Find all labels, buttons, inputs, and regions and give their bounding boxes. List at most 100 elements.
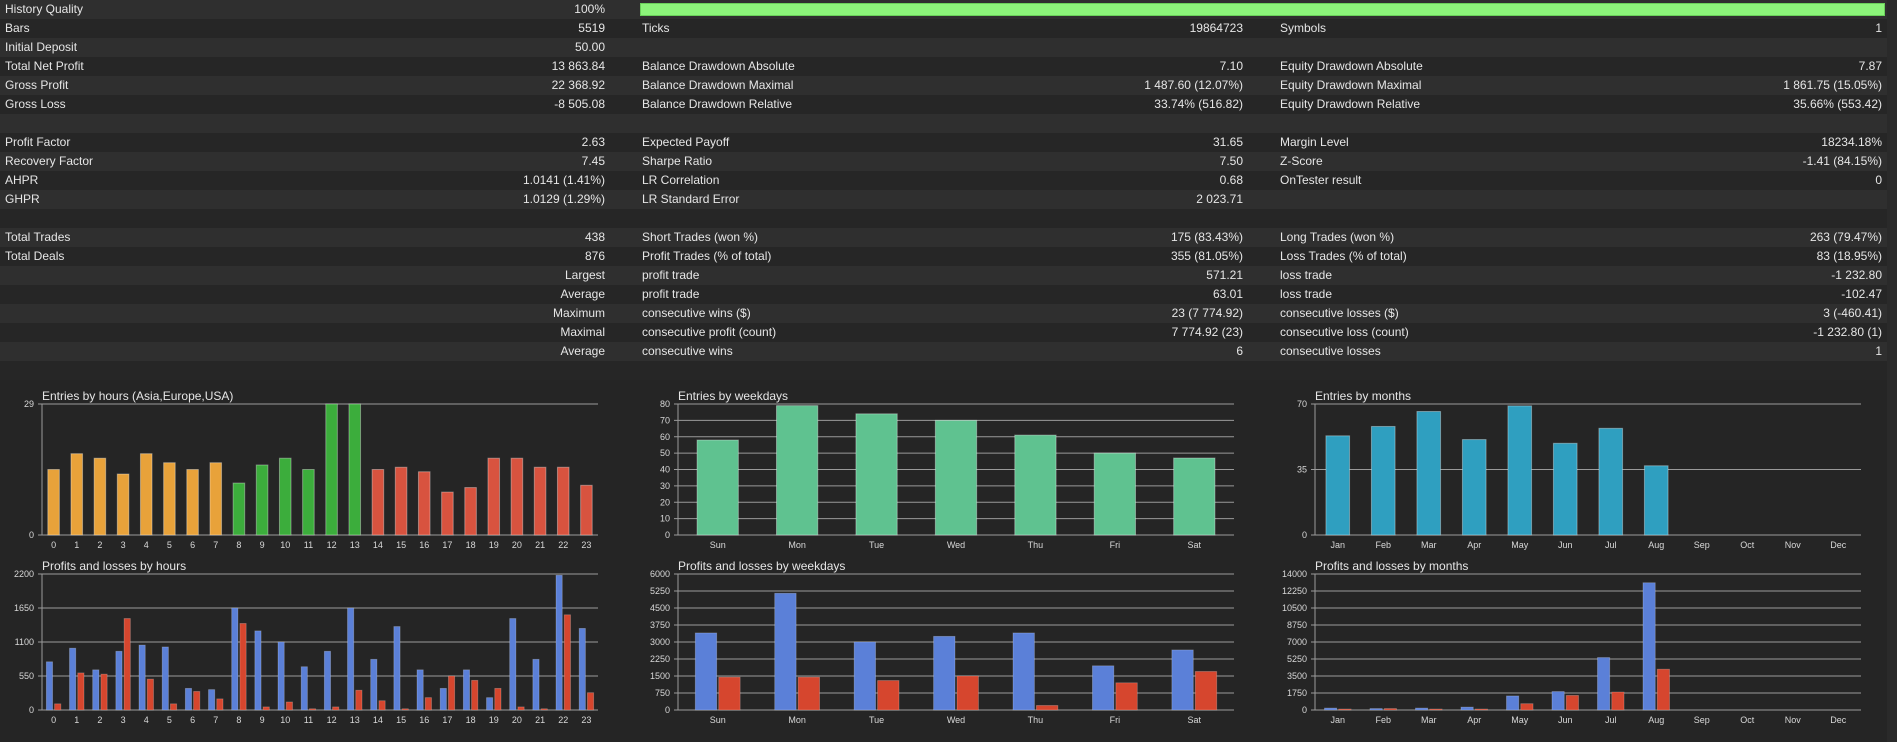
bar (417, 471, 431, 536)
stats-row: Profit Factor 2.63 Expected Payoff 31.65 Mar… (0, 133, 1897, 152)
loss-bar (1656, 668, 1670, 711)
loss-bar (378, 700, 386, 711)
x-tick-label: Apr (1467, 540, 1481, 550)
y-tick-label: 7000 (1287, 637, 1307, 647)
profit-bar (370, 658, 378, 711)
loss-bar (170, 703, 178, 711)
loss-bar (123, 618, 131, 711)
chart-svg: 0 10 20 30 40 50 60 70 80 Sun Mon Tue Wed Thu Fri Sat (660, 399, 1234, 550)
y-tick-label: 12250 (1282, 586, 1307, 596)
y-tick-label: 0 (1302, 530, 1307, 540)
x-tick-label: Jul (1605, 715, 1617, 725)
loss-bar (1520, 703, 1534, 711)
x-tick-label: 14 (373, 540, 383, 550)
loss-bar (216, 698, 224, 711)
x-tick-label: Mon (788, 715, 806, 725)
stat-label: Long Trades (won %) (1280, 230, 1395, 244)
x-tick-label: Apr (1467, 715, 1481, 725)
profit-bar (138, 644, 146, 711)
profit-bar (486, 697, 494, 711)
x-tick-label: 18 (466, 540, 476, 550)
history-quality-bar (640, 3, 1885, 16)
profit-bar (1369, 708, 1383, 711)
stat-value: 50.00 (574, 40, 605, 54)
bar (371, 469, 385, 536)
x-tick-label: Sat (1188, 540, 1202, 550)
stats-row (0, 361, 1897, 380)
stat-value: 7 774.92 (23) (1171, 325, 1243, 339)
chart-panel: Profits and losses by hours 0 550 1100 1650 2… (0, 557, 610, 727)
stat-label: Balance Drawdown Relative (642, 97, 793, 111)
x-tick-label: Sat (1188, 715, 1202, 725)
stats-row: GHPR 1.0129 (1.29%) LR Standard Error 2 023… (0, 190, 1897, 209)
x-tick-label: 7 (213, 540, 218, 550)
stat-label: Profit Factor (5, 135, 71, 149)
profit-bar (774, 592, 797, 711)
stat-value: 2.63 (581, 135, 605, 149)
stat-label: Equity Drawdown Absolute (1280, 59, 1423, 73)
stat-label: Short Trades (won %) (642, 230, 759, 244)
stat-value: 2 023.71 (1196, 192, 1243, 206)
stat-value: 7.50 (1219, 154, 1243, 168)
stat-label: LR Standard Error (642, 192, 740, 206)
bar (1370, 425, 1396, 536)
y-tick-label: 50 (660, 448, 670, 458)
x-tick-label: 1 (74, 540, 79, 550)
stats-row: Gross Profit 22 368.92 Balance Drawdown Ma… (0, 76, 1897, 95)
stat-label (5, 323, 400, 342)
scrollbar[interactable] (1887, 0, 1897, 742)
y-tick-label: 30 (660, 481, 670, 491)
bar (325, 403, 338, 536)
x-tick-label: 4 (144, 715, 149, 725)
loss-bar (54, 703, 62, 711)
x-tick-label: Mar (1421, 715, 1437, 725)
loss-bar (1194, 671, 1218, 711)
x-tick-label: Mar (1421, 540, 1437, 550)
loss-bar (1611, 691, 1625, 711)
x-tick-label: Aug (1648, 715, 1664, 725)
x-tick-label: 0 (51, 715, 56, 725)
stat-label: Total Net Profit (5, 59, 84, 73)
loss-bar (355, 689, 363, 711)
y-tick-label: 29 (24, 399, 34, 409)
y-tick-label: 1500 (650, 671, 670, 681)
stats-row (0, 114, 1897, 133)
x-tick-label: 7 (213, 715, 218, 725)
loss-bar (718, 676, 741, 711)
stats-row: Initial Deposit 50.00 (0, 38, 1897, 57)
stat-value: -8 505.08 (554, 97, 605, 111)
x-tick-label: Nov (1785, 715, 1802, 725)
profit-bar (347, 607, 355, 711)
loss-bar (401, 708, 409, 711)
loss-bar (262, 706, 270, 711)
x-tick-label: Wed (947, 540, 965, 550)
stats-row: Total Deals 876 Profit Trades (% of total)… (0, 247, 1897, 266)
stat-label: Total Deals (5, 249, 65, 263)
stats-row: Maximal consecutive profit (count) 7 774.9… (0, 323, 1897, 342)
x-tick-label: 13 (350, 540, 360, 550)
y-tick-label: 60 (660, 432, 670, 442)
x-tick-label: Tue (869, 715, 884, 725)
bar (556, 466, 570, 536)
stat-value: 33.74% (516.82) (1154, 97, 1243, 111)
loss-bar (146, 678, 154, 711)
profit-bar (277, 641, 285, 711)
x-tick-label: 9 (260, 715, 265, 725)
x-tick-label: 19 (489, 715, 499, 725)
profit-bar (578, 628, 586, 711)
x-tick-label: 11 (304, 715, 313, 725)
stat-value: 7.45 (581, 154, 605, 168)
bar (1507, 405, 1533, 536)
bar (70, 453, 84, 536)
bar (1643, 465, 1669, 536)
x-tick-label: 6 (190, 540, 195, 550)
x-tick-label: Mon (788, 540, 806, 550)
chart-title: Entries by weekdays (678, 389, 789, 403)
stat-label: GHPR (5, 192, 40, 206)
x-tick-label: Oct (1740, 715, 1755, 725)
x-tick-label: 3 (121, 715, 126, 725)
x-tick-label: Sep (1694, 715, 1710, 725)
stat-value: Average (560, 344, 605, 358)
y-tick-label: 1650 (14, 603, 34, 613)
profit-bar (45, 661, 53, 711)
